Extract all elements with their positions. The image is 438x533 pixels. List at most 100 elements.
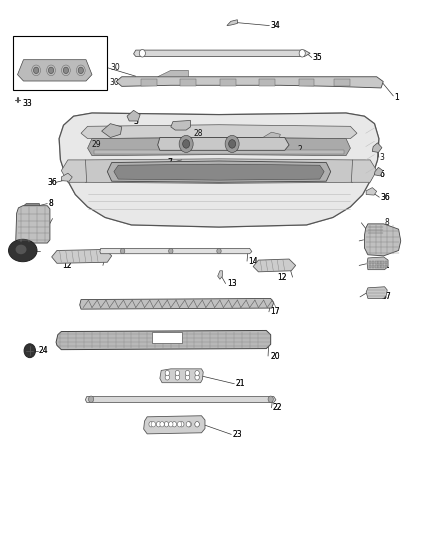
Circle shape: [195, 422, 199, 427]
Text: 9: 9: [21, 214, 26, 223]
Bar: [369, 265, 371, 268]
Text: 35: 35: [313, 53, 322, 62]
Text: 14: 14: [248, 257, 258, 265]
Polygon shape: [21, 204, 39, 211]
Text: 14: 14: [248, 257, 258, 265]
Circle shape: [225, 135, 239, 152]
Text: 24: 24: [39, 346, 48, 355]
Polygon shape: [374, 167, 383, 176]
Polygon shape: [16, 206, 50, 243]
Text: 37: 37: [381, 293, 391, 301]
Circle shape: [187, 422, 191, 427]
Bar: [369, 261, 371, 264]
Text: 32: 32: [70, 78, 80, 87]
Circle shape: [164, 422, 169, 427]
Text: 36: 36: [47, 178, 57, 187]
Polygon shape: [253, 259, 296, 272]
Polygon shape: [81, 159, 357, 183]
Circle shape: [120, 248, 125, 254]
Polygon shape: [59, 113, 379, 227]
Text: 41: 41: [9, 246, 18, 255]
Circle shape: [186, 422, 191, 427]
Polygon shape: [116, 77, 383, 88]
Text: 23: 23: [232, 430, 242, 439]
Polygon shape: [59, 113, 379, 227]
Circle shape: [180, 422, 184, 427]
Text: 30: 30: [110, 63, 120, 72]
Text: 2: 2: [298, 145, 303, 154]
Text: 8: 8: [385, 219, 389, 227]
Circle shape: [139, 50, 145, 57]
Bar: [259, 79, 275, 86]
Polygon shape: [160, 369, 203, 383]
Ellipse shape: [16, 245, 27, 254]
Bar: [372, 261, 374, 264]
Circle shape: [179, 135, 193, 152]
Polygon shape: [227, 20, 237, 26]
Text: 30: 30: [110, 78, 119, 87]
Circle shape: [34, 67, 39, 74]
Polygon shape: [367, 257, 388, 270]
Circle shape: [88, 396, 94, 402]
Text: 37: 37: [381, 293, 391, 301]
Text: 2: 2: [298, 145, 303, 154]
Text: 31: 31: [70, 64, 80, 72]
Text: 6: 6: [379, 171, 384, 179]
Bar: [378, 265, 381, 268]
Polygon shape: [127, 110, 140, 121]
Text: 41: 41: [9, 246, 18, 255]
Text: 12: 12: [277, 273, 286, 281]
Text: 3: 3: [134, 117, 138, 126]
Polygon shape: [144, 416, 205, 434]
Text: 35: 35: [313, 53, 322, 62]
Text: 23: 23: [232, 430, 242, 439]
Circle shape: [165, 370, 170, 376]
Text: 13: 13: [227, 279, 237, 288]
Polygon shape: [366, 287, 387, 298]
Polygon shape: [134, 50, 310, 56]
Text: 3: 3: [134, 117, 138, 126]
Text: 8: 8: [48, 199, 53, 208]
Text: 36: 36: [47, 178, 57, 187]
Text: 17: 17: [270, 308, 279, 316]
Text: 36: 36: [380, 193, 390, 201]
Circle shape: [299, 50, 305, 57]
Circle shape: [185, 375, 190, 380]
Circle shape: [175, 370, 180, 376]
Circle shape: [165, 375, 170, 380]
Bar: [372, 265, 374, 268]
Circle shape: [169, 248, 173, 254]
Polygon shape: [367, 225, 384, 236]
Ellipse shape: [8, 239, 37, 262]
Polygon shape: [56, 330, 271, 350]
Circle shape: [268, 396, 273, 402]
Circle shape: [172, 422, 177, 427]
Circle shape: [149, 422, 153, 427]
Circle shape: [78, 67, 83, 74]
Text: 20: 20: [271, 352, 280, 360]
Text: 7: 7: [277, 169, 282, 177]
Bar: [299, 79, 314, 86]
Circle shape: [195, 422, 199, 427]
Polygon shape: [85, 397, 276, 402]
Text: 21: 21: [235, 379, 245, 388]
Circle shape: [64, 67, 69, 74]
Text: 7: 7: [167, 158, 172, 167]
Polygon shape: [61, 160, 87, 182]
Circle shape: [151, 422, 155, 427]
Text: 32: 32: [71, 77, 81, 85]
Circle shape: [183, 140, 190, 148]
Polygon shape: [366, 188, 377, 195]
Text: 20: 20: [271, 352, 280, 360]
Text: 28: 28: [194, 129, 203, 138]
Circle shape: [160, 422, 164, 427]
Polygon shape: [81, 125, 357, 139]
Text: 29: 29: [92, 141, 102, 149]
Polygon shape: [263, 132, 280, 138]
Bar: [385, 265, 387, 268]
Bar: [334, 79, 350, 86]
Circle shape: [24, 344, 35, 358]
Text: 6: 6: [379, 171, 384, 179]
Bar: [220, 79, 236, 86]
Text: 12: 12: [63, 261, 72, 270]
